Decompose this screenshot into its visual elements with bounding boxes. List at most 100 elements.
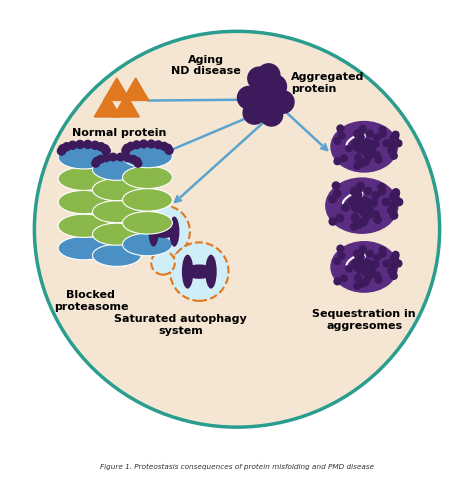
Circle shape (257, 64, 280, 86)
Circle shape (362, 207, 370, 215)
Circle shape (92, 160, 100, 167)
Circle shape (362, 198, 369, 205)
Circle shape (97, 155, 104, 163)
Circle shape (379, 130, 386, 137)
Circle shape (354, 193, 361, 201)
Circle shape (133, 141, 140, 148)
Circle shape (147, 140, 155, 148)
Circle shape (101, 145, 109, 153)
Circle shape (365, 211, 372, 219)
Circle shape (356, 147, 363, 153)
Circle shape (351, 187, 359, 195)
Circle shape (374, 254, 380, 261)
Circle shape (160, 142, 168, 150)
Circle shape (374, 272, 380, 279)
Circle shape (338, 253, 345, 259)
Ellipse shape (58, 237, 109, 260)
Circle shape (356, 255, 363, 262)
Circle shape (360, 125, 366, 132)
Ellipse shape (92, 179, 141, 201)
Circle shape (354, 131, 360, 137)
Circle shape (391, 273, 397, 280)
Text: Normal protein: Normal protein (72, 128, 166, 138)
Circle shape (360, 141, 366, 147)
Circle shape (361, 197, 368, 204)
Circle shape (355, 191, 362, 199)
Circle shape (365, 199, 372, 206)
Circle shape (248, 67, 271, 90)
Circle shape (367, 272, 374, 279)
Circle shape (390, 201, 397, 209)
Ellipse shape (92, 158, 141, 180)
Circle shape (340, 155, 347, 161)
Circle shape (374, 134, 380, 141)
Circle shape (140, 140, 147, 148)
Circle shape (357, 199, 365, 207)
Circle shape (374, 152, 380, 159)
Circle shape (359, 208, 366, 215)
Circle shape (351, 223, 358, 230)
Circle shape (243, 102, 266, 124)
Circle shape (362, 149, 369, 156)
Circle shape (237, 86, 260, 109)
Circle shape (346, 145, 353, 152)
Circle shape (383, 260, 390, 267)
Circle shape (392, 133, 399, 140)
Circle shape (364, 259, 370, 266)
Circle shape (252, 83, 274, 106)
Circle shape (375, 276, 382, 283)
Circle shape (165, 147, 173, 154)
Circle shape (372, 211, 379, 218)
Circle shape (388, 268, 395, 274)
Circle shape (357, 249, 364, 256)
Circle shape (358, 160, 365, 166)
Circle shape (360, 142, 366, 148)
Circle shape (364, 139, 370, 146)
Circle shape (395, 140, 402, 147)
Ellipse shape (35, 31, 439, 427)
Circle shape (395, 198, 403, 206)
Circle shape (365, 148, 371, 155)
Ellipse shape (183, 265, 216, 279)
Circle shape (390, 143, 397, 149)
Circle shape (366, 130, 374, 137)
Circle shape (354, 139, 360, 146)
Ellipse shape (169, 216, 180, 247)
Circle shape (375, 156, 382, 163)
Circle shape (329, 218, 337, 225)
Circle shape (121, 214, 142, 234)
Circle shape (355, 130, 361, 137)
Circle shape (357, 203, 364, 210)
Ellipse shape (149, 225, 179, 238)
Circle shape (361, 141, 368, 148)
Polygon shape (122, 78, 149, 100)
Circle shape (357, 134, 364, 140)
Circle shape (57, 147, 65, 155)
Circle shape (370, 199, 378, 207)
Ellipse shape (58, 146, 109, 169)
Circle shape (355, 275, 361, 281)
Circle shape (350, 197, 357, 204)
Circle shape (350, 188, 358, 196)
Circle shape (357, 266, 364, 273)
Circle shape (358, 280, 365, 286)
Circle shape (264, 75, 286, 98)
Circle shape (329, 196, 337, 203)
Polygon shape (94, 94, 120, 117)
Circle shape (358, 204, 366, 212)
Circle shape (390, 263, 397, 269)
Ellipse shape (58, 214, 109, 238)
Circle shape (378, 184, 385, 191)
Circle shape (84, 140, 92, 148)
Circle shape (356, 135, 363, 142)
Ellipse shape (330, 121, 398, 173)
Circle shape (360, 245, 366, 252)
Circle shape (355, 250, 361, 257)
Circle shape (69, 141, 77, 149)
Circle shape (164, 144, 172, 152)
Circle shape (359, 200, 366, 207)
Circle shape (354, 259, 360, 266)
Circle shape (358, 161, 365, 167)
Circle shape (351, 214, 359, 221)
Circle shape (360, 262, 366, 269)
